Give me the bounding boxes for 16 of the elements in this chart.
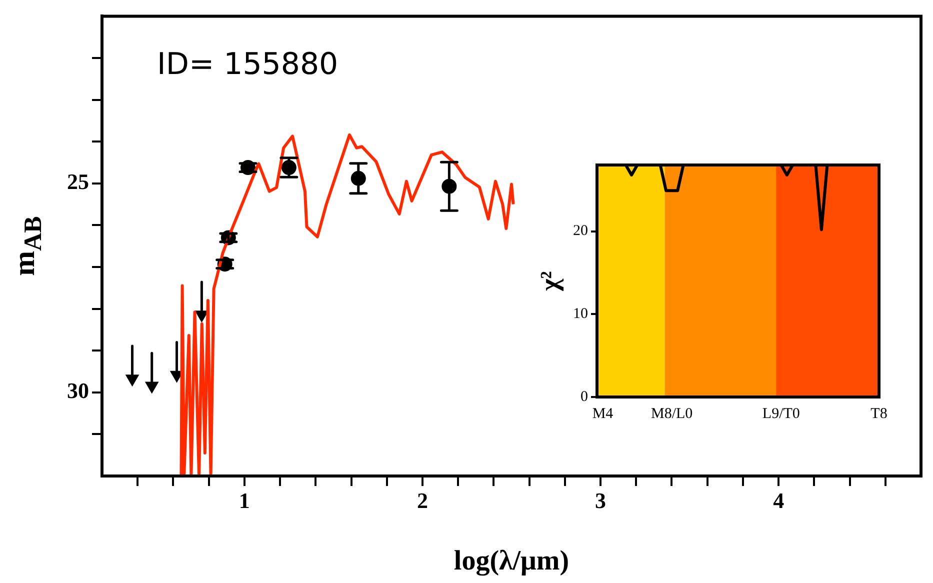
y-axis-title: χ² <box>535 271 565 291</box>
x-tick-label: 1 <box>238 488 250 513</box>
x-tick-label: M8/L0 <box>650 406 693 422</box>
x-tick-label: 2 <box>416 488 428 513</box>
annotation: ID= 155880 <box>157 46 338 82</box>
y-tick-label: 0 <box>580 388 588 405</box>
y-tick-label: 25 <box>67 169 89 194</box>
x-tick-label: L9/T0 <box>762 406 800 422</box>
x-tick-label: T8 <box>870 406 888 422</box>
y-tick-label: 30 <box>67 378 89 404</box>
x-tick-label: 3 <box>595 488 606 513</box>
x-tick-label: 4 <box>773 488 784 513</box>
y-tick-label: 10 <box>573 306 588 322</box>
y-tick-label: 20 <box>573 223 588 240</box>
x-axis-title: log(λ/μm) <box>454 545 570 576</box>
x-tick-label: M4 <box>592 406 614 422</box>
